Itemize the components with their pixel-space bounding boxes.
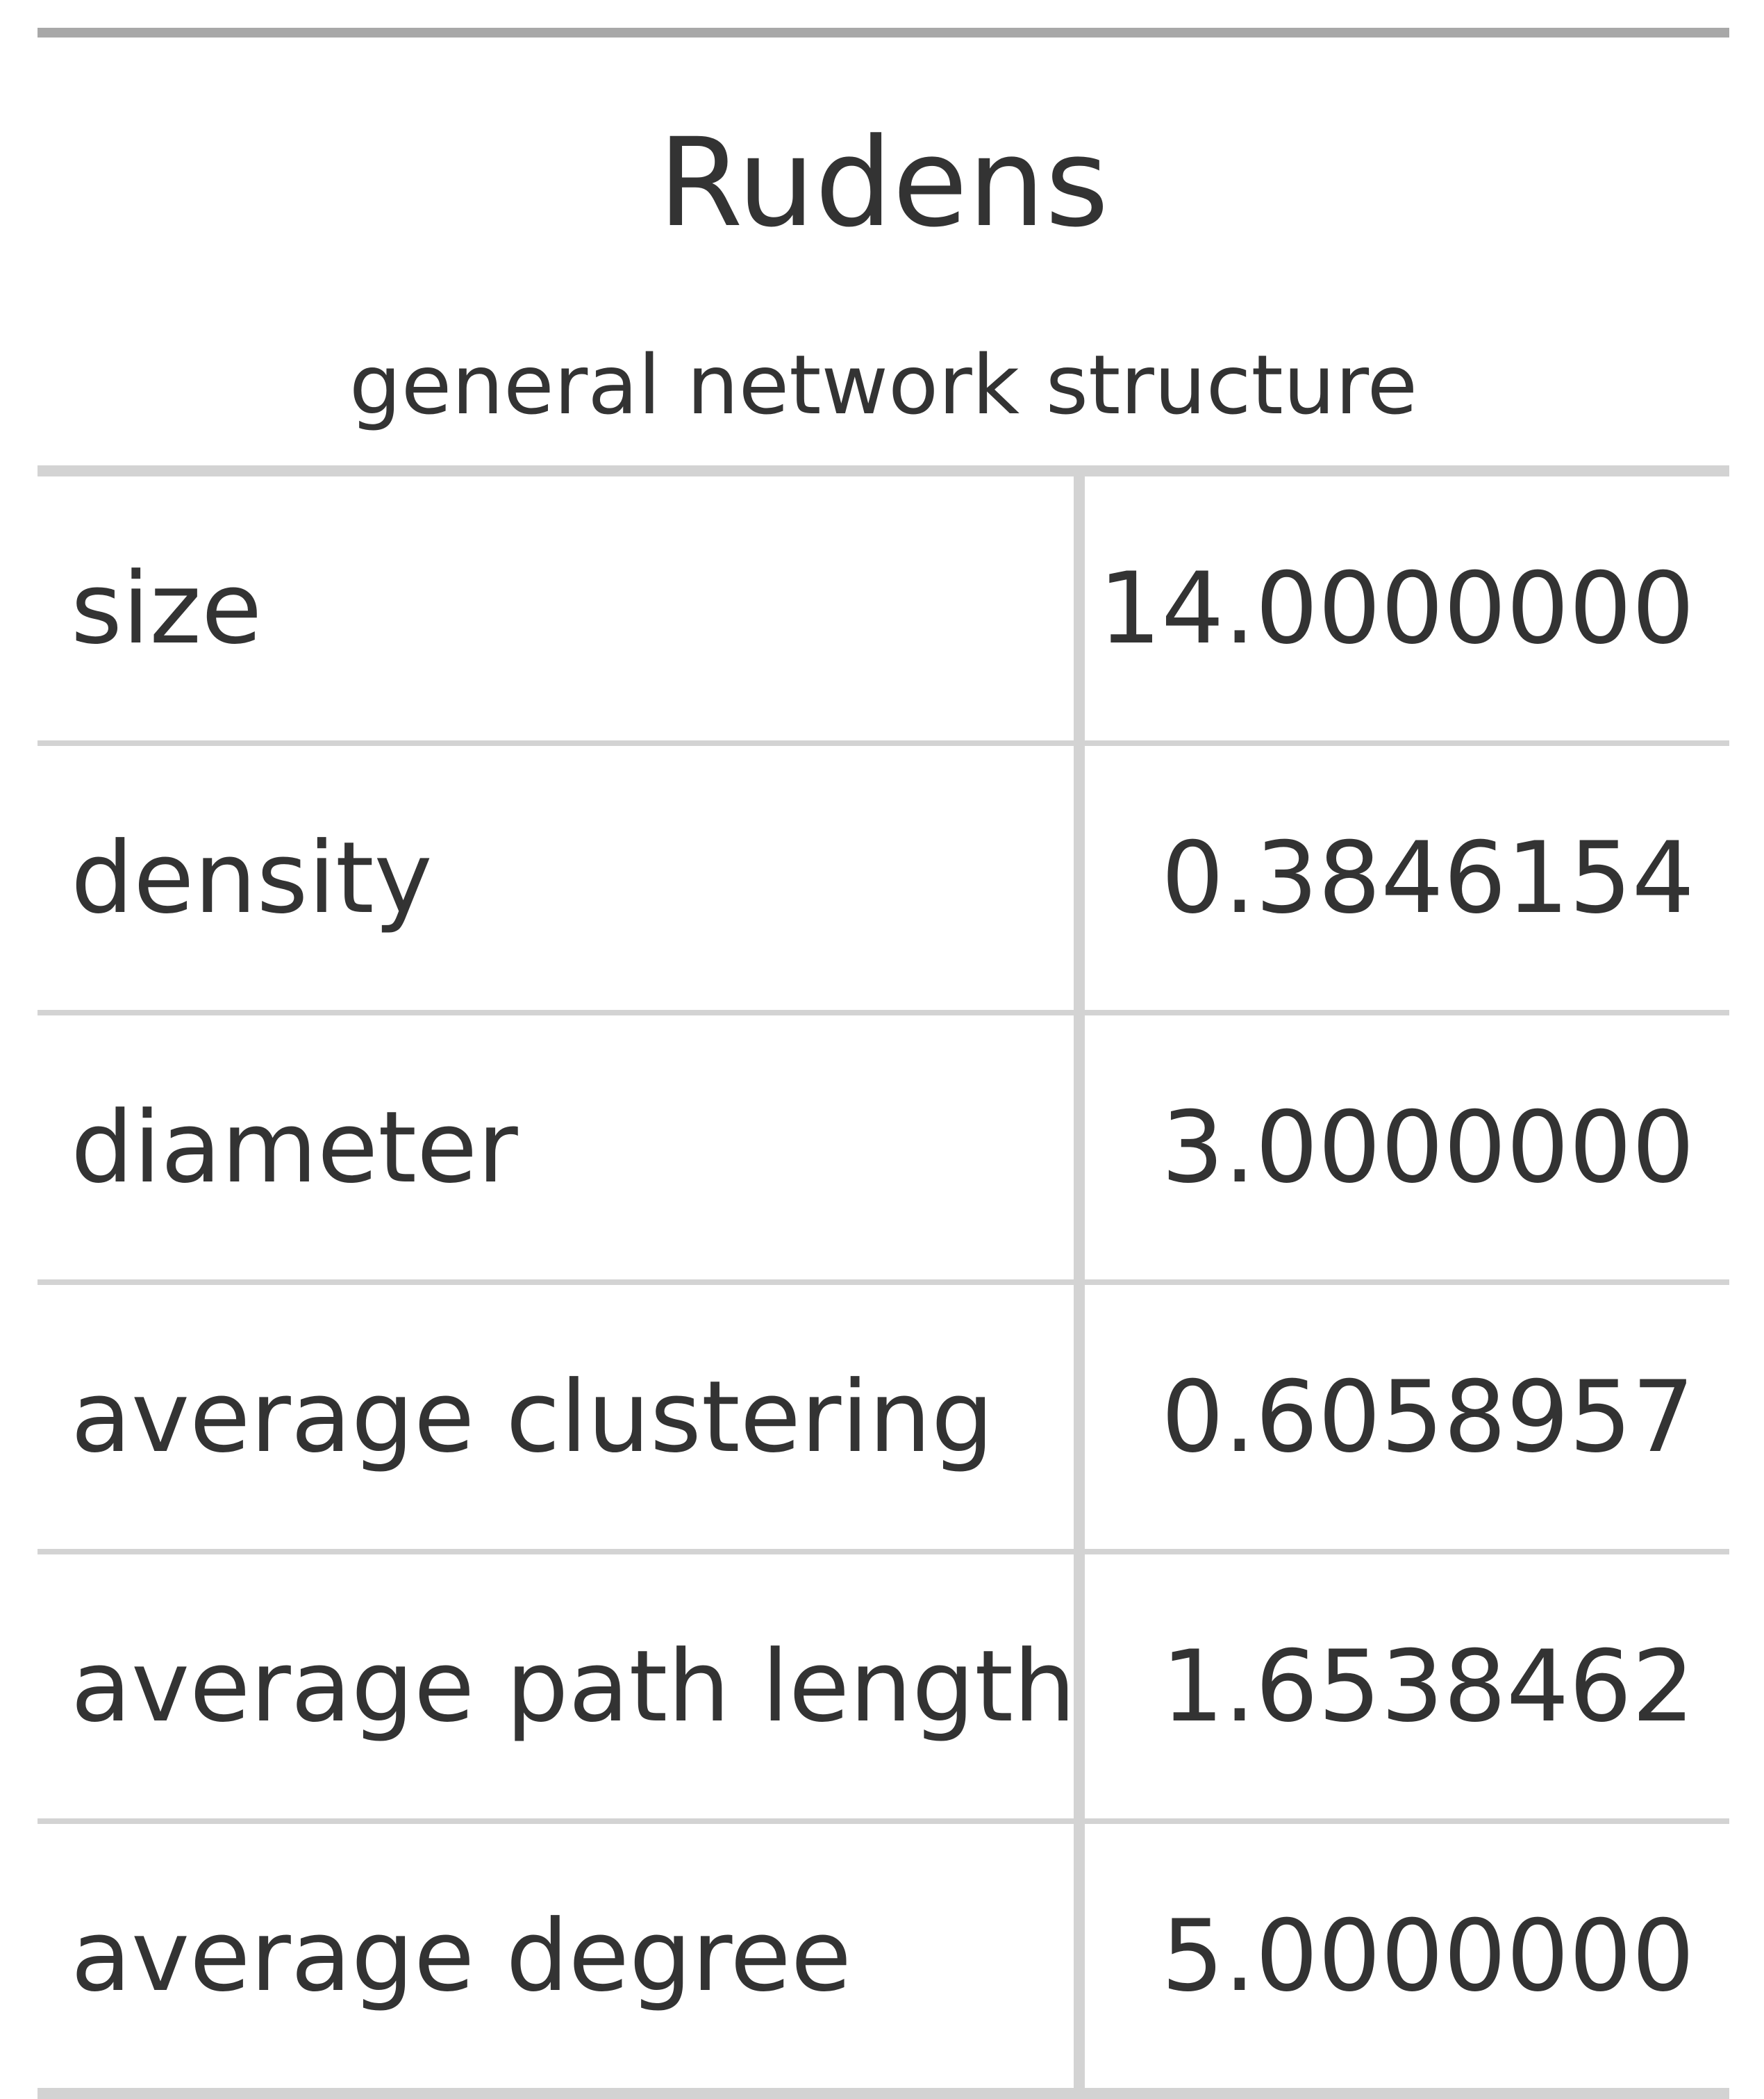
- row-value: 1.6538462: [1161, 1629, 1695, 1744]
- table-row: density 0.3846154: [38, 746, 1729, 1015]
- table-row: size 14.0000000: [38, 476, 1729, 746]
- row-label: density: [38, 746, 1085, 1010]
- header-rule: [38, 465, 1729, 476]
- row-value: 3.0000000: [1161, 1090, 1695, 1205]
- row-value: 0.6058957: [1161, 1359, 1695, 1475]
- table-subtitle: general network structure: [349, 337, 1418, 433]
- row-label: average path length: [38, 1554, 1085, 1818]
- row-label: size: [38, 476, 1085, 740]
- top-rule: [38, 28, 1729, 38]
- table-row: diameter 3.0000000: [38, 1015, 1729, 1285]
- table-header: Rudens general network structure: [38, 38, 1729, 465]
- row-label: diameter: [38, 1015, 1085, 1279]
- row-value: 14.0000000: [1098, 551, 1695, 666]
- row-value: 5.0000000: [1161, 1898, 1695, 2014]
- row-label: average degree: [38, 1824, 1085, 2088]
- row-label: average clustering: [38, 1285, 1085, 1549]
- table-row: average clustering 0.6058957: [38, 1285, 1729, 1554]
- row-value: 0.3846154: [1161, 820, 1695, 936]
- table-row: average degree 5.0000000: [38, 1824, 1729, 2099]
- network-stats-table: Rudens general network structure size 14…: [38, 28, 1729, 2099]
- table-row: average path length 1.6538462: [38, 1554, 1729, 1824]
- table-title: Rudens: [658, 112, 1109, 254]
